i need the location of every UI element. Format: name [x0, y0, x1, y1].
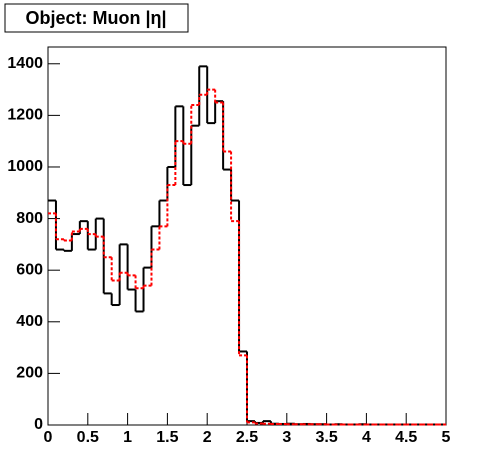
- title-box: [4, 3, 189, 33]
- y-tick-label: 800: [16, 210, 43, 227]
- x-tick-label: 4.5: [395, 429, 417, 446]
- y-tick-label: 600: [16, 261, 43, 278]
- x-tick-label: 2: [203, 429, 212, 446]
- chart-title: Object: Muon |η|: [25, 8, 166, 28]
- x-tick-label: 3: [282, 429, 291, 446]
- x-tick-label: 3.5: [315, 429, 337, 446]
- y-tick-label: 200: [16, 365, 43, 382]
- y-tick-label: 1200: [7, 107, 43, 124]
- x-tick-label: 5: [442, 429, 451, 446]
- x-tick-label: 4: [362, 429, 371, 446]
- x-tick-label: 1: [123, 429, 132, 446]
- y-tick-label: 0: [34, 416, 43, 433]
- y-tick-label: 1400: [7, 55, 43, 72]
- x-tick-label: 0.5: [77, 429, 99, 446]
- x-tick-label: 0: [44, 429, 53, 446]
- y-tick-label: 400: [16, 313, 43, 330]
- y-tick-label: 1000: [7, 158, 43, 175]
- x-tick-label: 2.5: [236, 429, 258, 446]
- x-tick-label: 1.5: [156, 429, 178, 446]
